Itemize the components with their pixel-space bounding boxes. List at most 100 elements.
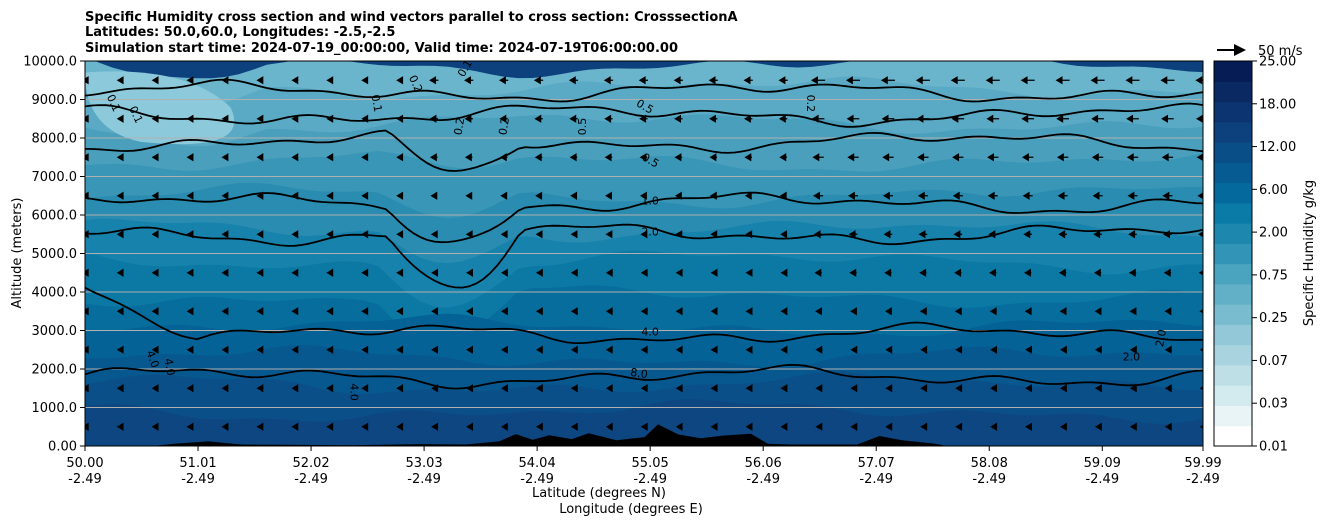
wind-vector — [780, 230, 788, 239]
x-tick-label-lon: -2.49 — [294, 472, 328, 487]
wind-vector — [605, 307, 613, 316]
wind-vector — [1094, 307, 1102, 316]
wind-vector — [920, 345, 928, 354]
wind-vector — [603, 76, 614, 85]
wind-vector — [500, 230, 508, 239]
wind-vector — [361, 307, 369, 316]
y-tick-label: 8000.0 — [32, 132, 78, 147]
wind-vector — [570, 384, 578, 393]
wind-vector — [465, 191, 473, 200]
wind-vector — [744, 153, 752, 162]
wind-vector — [326, 307, 334, 316]
wind-vector — [885, 422, 893, 431]
quiver-key-label: 50 m/s — [1258, 44, 1303, 59]
wind-vector — [151, 153, 159, 162]
wind-vector — [1195, 76, 1203, 85]
wind-vector — [814, 268, 822, 277]
wind-vector — [430, 230, 438, 239]
wind-vector — [1057, 191, 1068, 200]
wind-vector — [1090, 76, 1105, 85]
wind-vector — [640, 268, 648, 277]
wind-vector — [535, 422, 543, 431]
wind-vector — [1125, 76, 1140, 85]
wind-vector — [847, 153, 859, 162]
wind-vector — [466, 422, 473, 431]
wind-vector — [465, 230, 473, 239]
wind-vector — [745, 268, 753, 277]
wind-vector — [954, 268, 962, 277]
wind-vector — [396, 422, 404, 431]
chart-title-line-2: Latitudes: 50.0,60.0, Longitudes: -2.5,-… — [85, 25, 395, 40]
contour-label: 4.0 — [641, 325, 659, 338]
colorbar-segment — [1214, 405, 1252, 427]
wind-vector — [710, 268, 718, 277]
wind-vector — [675, 230, 683, 239]
y-tick-label: 2000.0 — [32, 363, 78, 378]
colorbar-tick-label: 0.25 — [1259, 311, 1288, 326]
wind-vector — [151, 345, 159, 354]
wind-vector — [1198, 270, 1203, 276]
wind-vector — [499, 153, 508, 162]
wind-vector — [604, 153, 613, 162]
colorbar-segment — [1214, 101, 1252, 123]
contour-label: 0.2 — [804, 95, 817, 113]
chart-title-line-3: Simulation start time: 2024-07-19_00:00:… — [85, 41, 678, 56]
wind-vector — [1094, 422, 1102, 431]
wind-vector — [151, 268, 159, 277]
wind-vector — [464, 76, 474, 85]
wind-vector — [116, 76, 124, 85]
wind-vector — [987, 153, 999, 162]
wind-vector — [396, 191, 404, 200]
contour-label: 0.1 — [369, 94, 385, 113]
wind-vector — [845, 76, 861, 85]
wind-vector — [675, 307, 683, 316]
wind-vector — [953, 230, 963, 239]
wind-vector — [745, 422, 753, 431]
wind-vector — [221, 76, 229, 85]
wind-vector — [744, 191, 752, 200]
wind-vector — [990, 345, 998, 354]
wind-vector — [955, 384, 963, 393]
wind-vector — [464, 153, 473, 162]
wind-vector — [745, 307, 753, 316]
wind-vector — [708, 76, 718, 85]
x-tick-label-lon: -2.49 — [407, 472, 441, 487]
y-tick-label: 10000.0 — [23, 55, 77, 70]
colorbar-segment — [1214, 61, 1252, 82]
wind-vector — [1163, 230, 1172, 239]
wind-vector — [883, 230, 893, 239]
y-axis: 0.00 1000.0 2000.0 3000.0 4000.0 5000.0 6000.0… — [23, 55, 85, 455]
colorbar-segment — [1214, 202, 1252, 224]
x-tick-label-lat: 52.02 — [292, 456, 329, 471]
x-tick-label-lon: -2.49 — [520, 472, 554, 487]
wind-vector — [710, 230, 718, 239]
wind-vector — [780, 345, 788, 354]
wind-vector — [535, 345, 543, 354]
chart-title-line-1: Specific Humidity cross section and wind… — [85, 10, 738, 25]
wind-vector — [1092, 191, 1103, 200]
wind-vector — [221, 384, 229, 393]
wind-vector — [1161, 153, 1174, 162]
wind-vector — [710, 422, 718, 431]
contour-label: 1.0 — [641, 195, 659, 208]
colorbar-segment — [1214, 263, 1252, 285]
wind-vector — [535, 230, 543, 239]
wind-vector — [849, 268, 857, 277]
wind-vector — [326, 268, 334, 277]
wind-vector — [1020, 76, 1035, 85]
contour-label: 4.0 — [162, 357, 178, 376]
wind-vector — [151, 114, 159, 123]
colorbar-tick-label: 25.00 — [1259, 55, 1296, 70]
wind-vector — [815, 384, 823, 393]
quiver-key: 50 m/s — [1217, 44, 1303, 59]
wind-vector — [535, 268, 543, 277]
y-tick-label: 4000.0 — [32, 286, 78, 301]
x-axis-label-longitude: Longitude (degrees E) — [559, 502, 703, 517]
colorbar-segment — [1214, 324, 1252, 346]
wind-vector — [186, 114, 194, 123]
wind-vector — [1056, 153, 1069, 162]
wind-vector — [990, 384, 998, 393]
wind-vector — [535, 384, 543, 393]
colorbar-tick-label: 0.07 — [1259, 354, 1288, 369]
contour-line — [85, 129, 1203, 172]
